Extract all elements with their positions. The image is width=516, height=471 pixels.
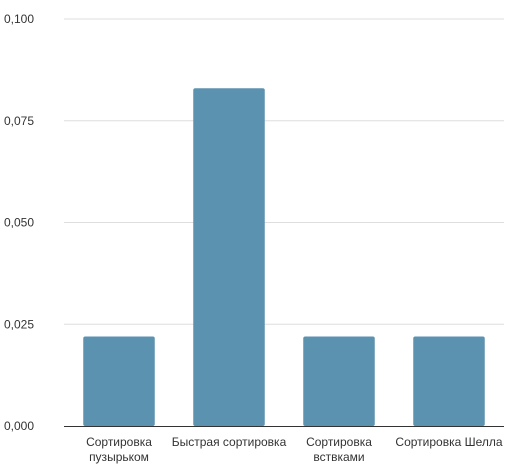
bar <box>193 88 265 426</box>
bar <box>303 336 375 426</box>
y-tick-label: 0,025 <box>4 317 34 331</box>
y-tick-label: 0,100 <box>4 12 34 26</box>
y-tick-label: 0,000 <box>4 419 34 433</box>
bar <box>83 336 155 426</box>
x-axis-category-labels: Сортировка пузырьком Быстрая сортировка Сор… <box>86 435 503 464</box>
bars <box>83 88 485 426</box>
x-category-label: Сортировка пузырьком <box>86 435 152 464</box>
grid-layer <box>64 18 504 325</box>
y-tick-label: 0,050 <box>4 216 34 230</box>
x-category-label: Быстрая сортировка <box>172 435 287 449</box>
y-tick-label: 0,075 <box>4 114 34 128</box>
bar <box>413 336 485 426</box>
x-category-label: Сортировка вствками <box>306 435 372 464</box>
y-axis-tick-labels: 0,000 0,025 0,050 0,075 0,100 <box>4 12 34 433</box>
x-category-label: Сортировка Шелла <box>395 435 502 449</box>
